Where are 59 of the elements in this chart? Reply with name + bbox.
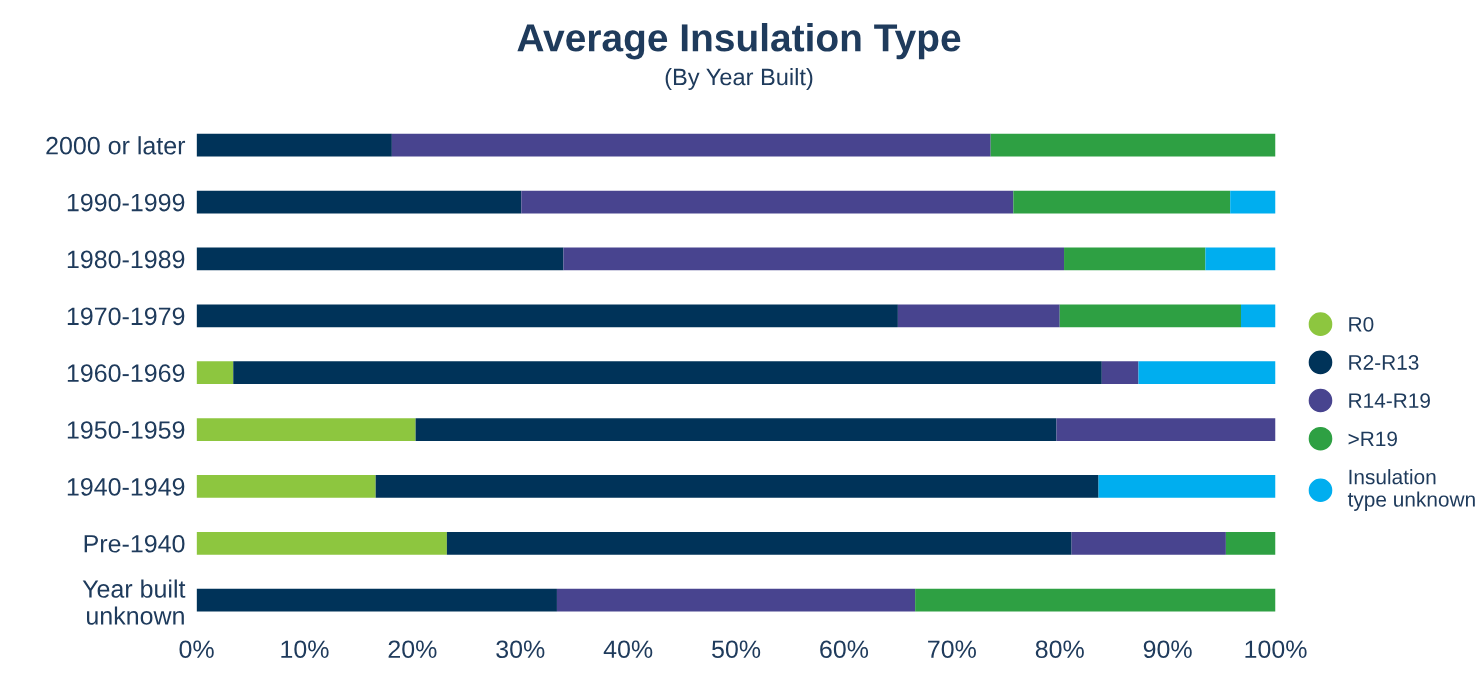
chart-title: Average Insulation Type	[517, 23, 961, 60]
bar	[1225, 531, 1276, 555]
bar	[196, 418, 416, 441]
chart-subtitle: (By Year Built)	[665, 68, 813, 91]
bar	[446, 531, 1072, 555]
bar	[915, 588, 1276, 612]
bar	[897, 304, 1060, 328]
legend-label: R2-R13	[1349, 355, 1419, 370]
bar	[196, 475, 376, 498]
bar	[1013, 190, 1231, 214]
y-tick-label: 1980-1989	[67, 250, 185, 269]
bar	[1059, 304, 1241, 328]
x-tick-label: 80%	[1035, 640, 1084, 659]
x-tick-label: 0%	[179, 640, 214, 659]
y-tick-label: 1970-1979	[67, 307, 185, 326]
legend-label: >R19	[1348, 431, 1397, 447]
bar	[1138, 361, 1276, 385]
bar	[196, 588, 557, 612]
bar	[1071, 531, 1226, 555]
bar	[990, 133, 1276, 157]
bar	[1205, 247, 1276, 271]
bar	[415, 418, 1057, 441]
x-tick-label: 40%	[603, 640, 653, 659]
bar	[391, 133, 991, 157]
bar	[1064, 247, 1206, 271]
bar	[1098, 475, 1276, 498]
y-tick-label: 1950-1959	[67, 421, 185, 439]
bar	[196, 247, 564, 271]
bar	[196, 190, 522, 214]
y-tick-label: 1940-1949	[67, 478, 185, 496]
x-tick-label: 50%	[712, 640, 761, 659]
bar	[1101, 361, 1139, 385]
x-tick-label: 10%	[281, 640, 329, 659]
bar	[196, 133, 392, 157]
x-tick-label: 20%	[388, 640, 437, 659]
bar	[233, 361, 1102, 385]
bar	[1240, 304, 1276, 328]
legend-label: Insulation type unknown	[1347, 469, 1475, 511]
bar	[1056, 418, 1276, 441]
bar	[1230, 190, 1276, 214]
y-tick-label: 1960-1969	[67, 364, 185, 382]
y-tick-label: Pre-1940	[84, 534, 185, 553]
bar	[521, 190, 1014, 214]
bar	[375, 475, 1099, 498]
bar	[196, 304, 898, 328]
x-tick-label: 90%	[1143, 640, 1192, 659]
x-tick-label: 100%	[1245, 640, 1307, 659]
bar	[196, 361, 234, 385]
x-tick-label: 70%	[928, 640, 976, 659]
y-tick-label: 1990-1999	[67, 193, 185, 212]
y-tick-label: 2000 or later	[46, 136, 186, 155]
y-tick-label: Year built unknown	[82, 579, 186, 625]
bar	[556, 588, 916, 612]
x-tick-label: 60%	[820, 640, 869, 659]
legend-label: R14-R19	[1349, 393, 1430, 409]
x-tick-label: 30%	[496, 640, 545, 659]
legend-label: R0	[1349, 316, 1374, 332]
bar	[196, 531, 447, 555]
bar	[563, 247, 1065, 271]
